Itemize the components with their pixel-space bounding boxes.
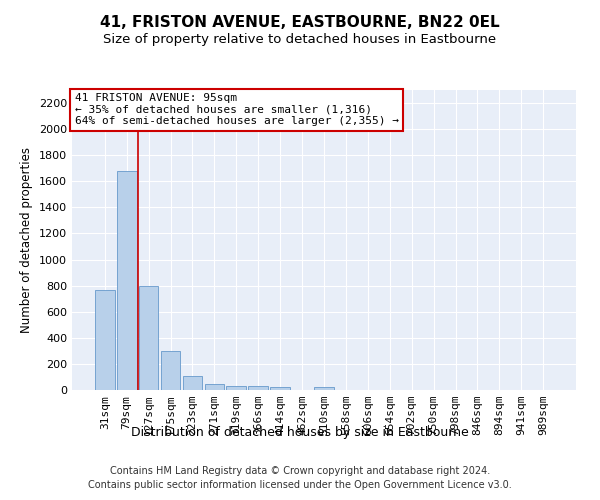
Bar — [117, 171, 137, 390]
Bar — [270, 387, 290, 390]
Text: 41 FRISTON AVENUE: 95sqm
← 35% of detached houses are smaller (1,316)
64% of sem: 41 FRISTON AVENUE: 95sqm ← 35% of detach… — [74, 93, 398, 126]
Bar — [139, 286, 158, 390]
Bar — [248, 386, 268, 390]
Text: Contains HM Land Registry data © Crown copyright and database right 2024.
Contai: Contains HM Land Registry data © Crown c… — [88, 466, 512, 490]
Y-axis label: Number of detached properties: Number of detached properties — [20, 147, 34, 333]
Bar — [161, 351, 181, 390]
Bar — [205, 384, 224, 390]
Text: Size of property relative to detached houses in Eastbourne: Size of property relative to detached ho… — [103, 32, 497, 46]
Bar — [314, 387, 334, 390]
Bar — [226, 386, 246, 390]
Text: Distribution of detached houses by size in Eastbourne: Distribution of detached houses by size … — [131, 426, 469, 439]
Bar — [95, 290, 115, 390]
Bar — [182, 376, 202, 390]
Text: 41, FRISTON AVENUE, EASTBOURNE, BN22 0EL: 41, FRISTON AVENUE, EASTBOURNE, BN22 0EL — [100, 15, 500, 30]
